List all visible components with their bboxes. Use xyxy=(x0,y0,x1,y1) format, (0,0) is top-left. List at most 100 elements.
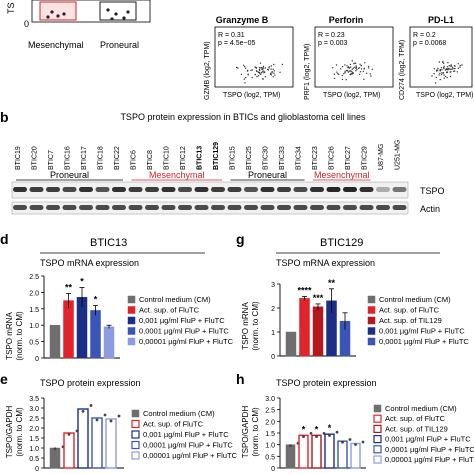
actin-band xyxy=(178,205,192,210)
scatter-point xyxy=(440,73,443,76)
tspo-band xyxy=(13,187,27,192)
scatter-point xyxy=(247,73,249,75)
y-tick-label: 1.0 xyxy=(265,443,275,450)
bar xyxy=(49,324,61,359)
scatter-point xyxy=(258,68,261,71)
lane-label: BTIC19 xyxy=(15,146,22,170)
lane-labels: BTIC19 BTIC20 BTIC7 BTIC16 BTIC17 BTIC18 BTIC2… xyxy=(15,140,402,170)
bar xyxy=(311,434,322,469)
tspo-bands xyxy=(13,187,407,192)
scatter-point xyxy=(262,68,264,71)
scatter-point xyxy=(354,66,356,69)
legend-swatch xyxy=(127,306,136,314)
scatter-point xyxy=(346,65,348,67)
scatter-point xyxy=(360,65,362,67)
scatter-point xyxy=(274,74,276,76)
legend-label: 0,00001 µg/ml FluP + FluTC xyxy=(385,455,474,464)
scatter-point xyxy=(258,72,260,74)
scatter-point xyxy=(244,82,246,84)
legend-swatch xyxy=(131,419,140,429)
bar xyxy=(77,408,89,469)
y-axis-label-1: TSPO mRNA xyxy=(5,312,14,360)
legend-swatch xyxy=(373,424,382,433)
scatter-r: R = 0.31 xyxy=(218,32,245,39)
lane-label: BTIC6 xyxy=(131,150,138,170)
scatter-point xyxy=(442,72,444,74)
scatter-point xyxy=(451,68,454,70)
tspo-band xyxy=(95,187,110,192)
tspo-blot xyxy=(11,181,409,199)
lane-label: BTIC8 xyxy=(147,150,154,170)
lane-label: BTIC30 xyxy=(263,146,270,170)
scatter-frame xyxy=(214,26,294,88)
scatter-point xyxy=(254,73,256,76)
blot-label-tspo: TSPO xyxy=(420,186,445,196)
scatter-point xyxy=(459,66,461,68)
y-tick-label: 2.0 xyxy=(29,426,39,433)
scatter-point xyxy=(443,67,445,70)
scatter-ylabel: PRF1 (log2, TPM) xyxy=(304,44,311,100)
y-tick-label: 1.5 xyxy=(29,307,39,314)
bar xyxy=(337,440,348,469)
tspo-band xyxy=(46,187,60,192)
legend-swatch xyxy=(373,445,382,454)
significance-marker: * xyxy=(315,424,319,434)
scatter-point xyxy=(439,70,441,72)
tspo-band xyxy=(178,187,192,192)
lane-label: BTIC33 xyxy=(279,146,286,170)
legend-label: Control medium (CM) xyxy=(385,404,457,413)
legend-swatch xyxy=(373,455,382,464)
lane-label: BTIC13 xyxy=(197,146,204,170)
lane-label: BTIC25 xyxy=(246,146,253,170)
data-point xyxy=(341,440,344,444)
data-point xyxy=(95,418,99,422)
scatter-point xyxy=(264,76,267,78)
scatter-point xyxy=(260,72,263,74)
data-point xyxy=(348,438,352,441)
y-tick-label: 0 xyxy=(35,466,39,473)
boxplot-points xyxy=(46,8,130,21)
tspo-band xyxy=(62,187,77,192)
scatter-p: p = 0.003 xyxy=(318,40,347,47)
legend-swatch xyxy=(373,414,382,423)
scatter-point xyxy=(437,67,439,70)
scatter-point xyxy=(269,73,272,76)
legend-label: 0,001 µg/ml FluP + FluTC xyxy=(139,316,225,325)
scatter-point xyxy=(351,71,353,73)
significance-marker: ** xyxy=(65,282,73,292)
scatter-point xyxy=(433,73,435,75)
scatter-point xyxy=(438,61,440,63)
tspo-band xyxy=(376,187,390,192)
y-axis-label-1: TSPO/GAPDH xyxy=(5,406,14,459)
panel-letter-g: g xyxy=(236,231,245,247)
scatter-point xyxy=(245,76,247,79)
data-point xyxy=(53,447,57,451)
line-title-btic13: BTIC13 xyxy=(90,237,127,249)
scatter-point xyxy=(461,64,463,66)
left-ylabel: TS xyxy=(6,2,16,14)
scatter-point xyxy=(355,67,357,70)
actin-band xyxy=(112,205,126,210)
y-tick-label: 1.0 xyxy=(29,446,39,453)
bar xyxy=(63,300,74,359)
scatter-point xyxy=(431,75,433,77)
legend-d: Control medium (CM)Act. sup. of FluTC0,0… xyxy=(127,295,234,346)
bar xyxy=(49,447,61,469)
scatter-point xyxy=(346,70,349,72)
actin-band xyxy=(95,205,110,210)
scatter-point xyxy=(270,65,272,67)
scatter-point xyxy=(446,76,448,79)
tspo-band xyxy=(359,187,374,192)
scatter-point xyxy=(271,71,273,73)
significance-marker: * xyxy=(80,276,84,286)
plot-h: 3.0 2.5 2.0 1.5 1.0 0.5 0 * * * xyxy=(265,396,366,473)
actin-band xyxy=(392,205,407,210)
scatter-point xyxy=(264,67,266,69)
scatter-point xyxy=(366,72,368,75)
legend-swatch xyxy=(131,451,140,460)
y-tick-label: 2.5 xyxy=(265,408,275,415)
tspo-band xyxy=(277,187,291,192)
category-mesenchymal: Mesenchymal xyxy=(28,40,84,50)
scatter-point xyxy=(362,70,364,73)
scatter-point xyxy=(335,64,338,66)
